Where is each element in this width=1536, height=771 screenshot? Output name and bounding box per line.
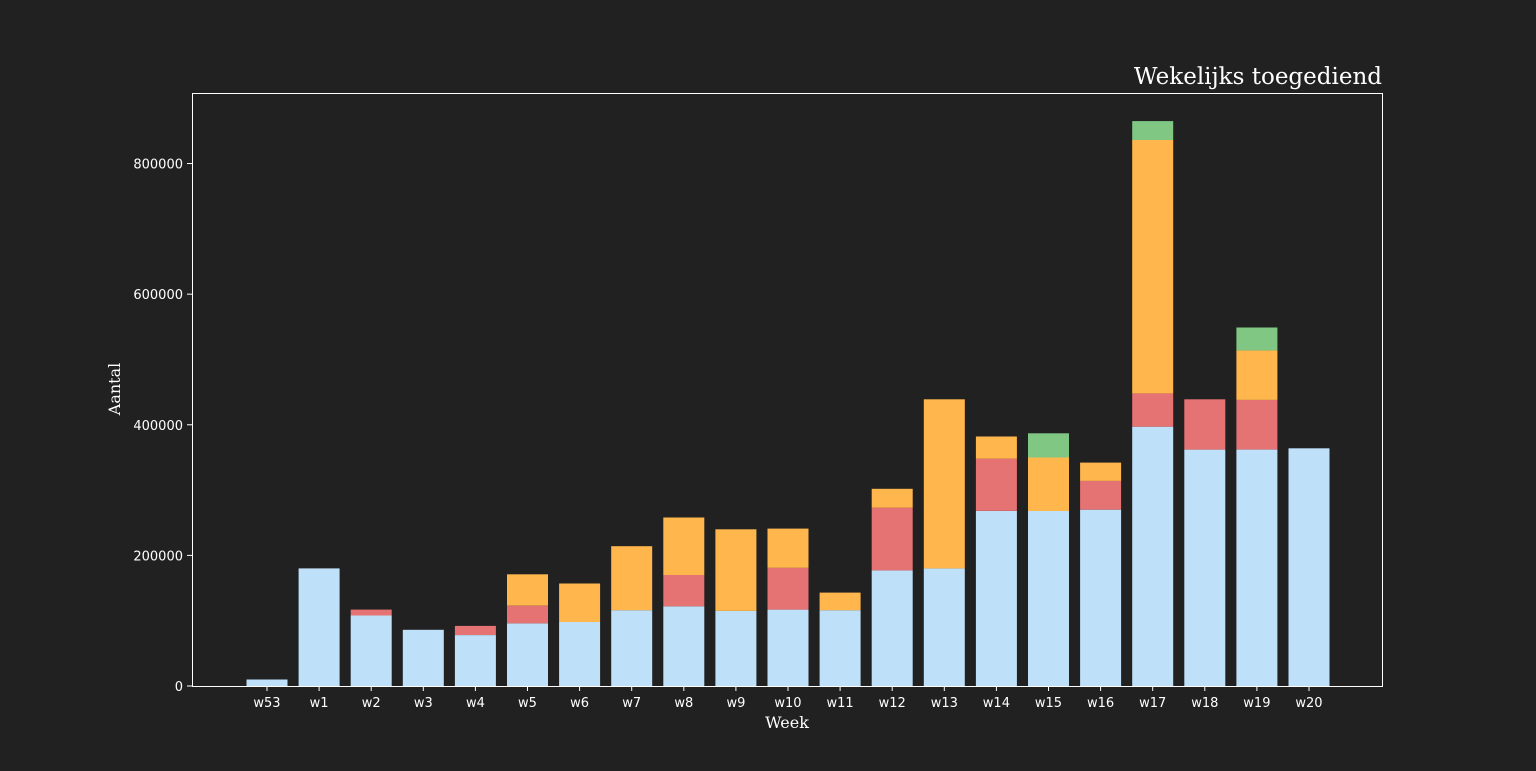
x-tick-label: w16 bbox=[1087, 696, 1114, 711]
y-tick-label: 200000 bbox=[133, 549, 183, 564]
x-tick-label: w8 bbox=[674, 696, 693, 711]
x-tick-label: w10 bbox=[774, 696, 801, 711]
bar-w17-series-1 bbox=[1132, 426, 1174, 686]
x-tick-label: w5 bbox=[518, 696, 537, 711]
bar-w7-series-3 bbox=[611, 546, 653, 611]
bar-w4-series-2 bbox=[454, 625, 496, 635]
bar-w8-series-3 bbox=[663, 517, 705, 575]
x-tick-label: w17 bbox=[1139, 696, 1166, 711]
x-tick-label: w53 bbox=[253, 696, 280, 711]
x-tick-label: w13 bbox=[931, 696, 958, 711]
bar-w19-series-3 bbox=[1236, 350, 1278, 400]
bar-w20-series-1 bbox=[1288, 448, 1330, 686]
bar-w19-series-1 bbox=[1236, 449, 1278, 686]
bar-w17-series-2 bbox=[1132, 393, 1174, 427]
bar-w8-series-1 bbox=[663, 606, 705, 686]
y-tick-label: 400000 bbox=[133, 419, 183, 434]
x-tick-label: w1 bbox=[310, 696, 329, 711]
bar-w11-series-3 bbox=[819, 592, 861, 611]
x-tick-label: w4 bbox=[466, 696, 485, 711]
bar-w6-series-3 bbox=[559, 583, 601, 622]
bar-w13-series-1 bbox=[923, 568, 965, 686]
bar-w10-series-2 bbox=[767, 567, 809, 610]
bar-w14-series-3 bbox=[975, 436, 1017, 459]
x-tick-label: w7 bbox=[622, 696, 641, 711]
x-tick-label: w15 bbox=[1035, 696, 1062, 711]
bar-w17-series-4 bbox=[1132, 121, 1174, 140]
bar-w5-series-2 bbox=[507, 605, 548, 624]
bar-w9-series-1 bbox=[715, 610, 757, 686]
bar-w2-series-2 bbox=[350, 609, 392, 616]
bar-w8-series-2 bbox=[663, 575, 705, 607]
bar-w16-series-1 bbox=[1080, 509, 1122, 686]
bar-w15-series-1 bbox=[1028, 511, 1069, 686]
bar-w53-series-1 bbox=[246, 679, 288, 686]
bar-w5-series-1 bbox=[507, 623, 548, 686]
x-axis: w53 w1 w2 w3 w4 w5 w6 w7 w8 w9 w10 w11 w12 w13 w14 w15 w… bbox=[253, 686, 1323, 711]
bar-w13-series-3 bbox=[923, 399, 965, 569]
bar-w4-series-1 bbox=[454, 635, 496, 686]
y-tick-label: 0 bbox=[175, 680, 183, 695]
bars-group bbox=[246, 121, 1330, 686]
bar-w10-series-3 bbox=[767, 528, 809, 568]
bar-w14-series-2 bbox=[975, 458, 1017, 511]
bar-w15-series-3 bbox=[1028, 457, 1069, 511]
x-tick-label: w12 bbox=[879, 696, 906, 711]
x-tick-label: w19 bbox=[1243, 696, 1270, 711]
bar-w16-series-2 bbox=[1080, 480, 1122, 510]
bar-w7-series-1 bbox=[611, 610, 653, 686]
bar-w15-series-4 bbox=[1028, 433, 1069, 458]
bar-w19-series-2 bbox=[1236, 399, 1278, 450]
bar-w19-series-4 bbox=[1236, 327, 1278, 351]
x-tick-label: w6 bbox=[570, 696, 589, 711]
bar-w3-series-1 bbox=[402, 629, 444, 686]
x-tick-label: w11 bbox=[827, 696, 854, 711]
bar-w10-series-1 bbox=[767, 609, 809, 686]
x-tick-label: w20 bbox=[1295, 696, 1322, 711]
bar-w9-series-3 bbox=[715, 529, 757, 611]
y-tick-label: 800000 bbox=[133, 158, 183, 173]
y-tick-label: 600000 bbox=[133, 288, 183, 303]
x-tick-label: w9 bbox=[726, 696, 745, 711]
y-axis: 0 200000 400000 600000 800000 bbox=[133, 158, 192, 695]
chart-title: Wekelijks toegediend bbox=[1134, 64, 1382, 90]
bar-w18-series-2 bbox=[1184, 399, 1226, 450]
bar-w12-series-2 bbox=[871, 507, 913, 571]
bar-w1-series-1 bbox=[298, 568, 340, 686]
x-axis-label: Week bbox=[765, 713, 809, 732]
bar-w18-series-1 bbox=[1184, 449, 1226, 686]
x-tick-label: w14 bbox=[983, 696, 1010, 711]
bar-w14-series-1 bbox=[975, 511, 1017, 686]
bar-w12-series-3 bbox=[871, 488, 913, 508]
x-tick-label: w3 bbox=[414, 696, 433, 711]
bar-w12-series-1 bbox=[871, 570, 913, 686]
bar-w16-series-3 bbox=[1080, 462, 1122, 481]
bar-w2-series-1 bbox=[350, 615, 392, 686]
x-tick-label: w18 bbox=[1191, 696, 1218, 711]
bar-w11-series-1 bbox=[819, 610, 861, 686]
bar-w6-series-1 bbox=[559, 622, 601, 686]
bar-w5-series-3 bbox=[507, 574, 548, 606]
y-axis-label: Aantal bbox=[105, 363, 124, 416]
x-tick-label: w2 bbox=[362, 696, 381, 711]
bar-w17-series-3 bbox=[1132, 140, 1174, 394]
